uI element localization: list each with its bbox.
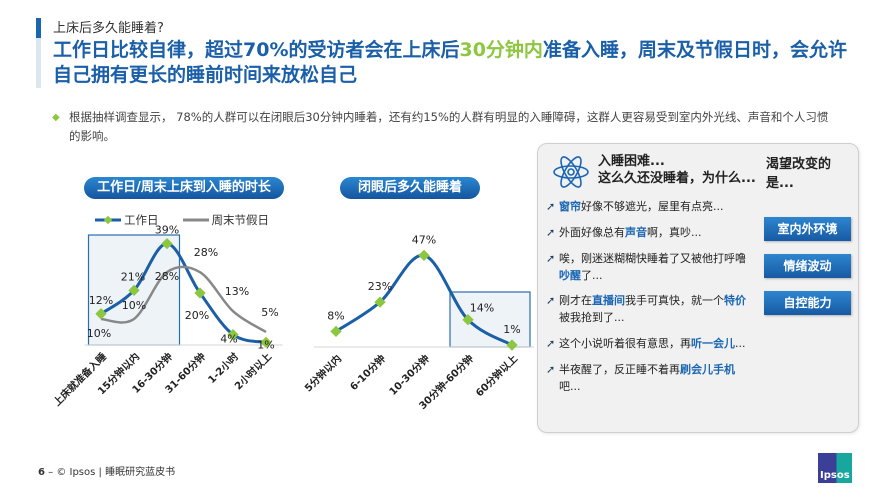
legend-item-workday: 工作日 (95, 212, 159, 228)
reason-item: ➚ 窗帘好像不够遮光，屋里有点亮... (546, 200, 724, 213)
svg-text:28%: 28% (155, 270, 179, 283)
tag-environment: 室内外环境 (764, 217, 851, 241)
svg-text:10%: 10% (122, 299, 146, 312)
desire-question: 渴望改变的是... (766, 157, 832, 191)
svg-text:20%: 20% (185, 309, 209, 322)
svg-text:上床就准备入睡: 上床就准备入睡 (50, 350, 109, 409)
arrow-icon: ➚ (546, 337, 556, 350)
difficulty-question: 入睡困难... 这么久还没睡着，为什么... (598, 154, 756, 186)
svg-text:10-30分钟: 10-30分钟 (386, 352, 432, 398)
atom-icon (553, 156, 589, 188)
svg-text:6-10分钟: 6-10分钟 (347, 352, 388, 393)
page-footer: 6 – © Ipsos | 睡眠研究蓝皮书 (38, 467, 176, 478)
reason-item: ➚ 外面好像总有声音啊，真吵... (546, 226, 702, 239)
bullet-icon: ◆ (52, 112, 60, 123)
svg-text:14%: 14% (470, 302, 494, 315)
tag-emotion: 情绪波动 (764, 254, 851, 278)
svg-text:5%: 5% (261, 306, 278, 319)
legend-line-grey-icon (182, 218, 209, 222)
title-accent-bar (36, 18, 41, 88)
legend-line-blue-icon (95, 216, 121, 224)
svg-text:1%: 1% (257, 338, 274, 351)
tag-self-control: 自控能力 (764, 291, 851, 315)
reason-item: ➚ 唉，刚迷迷糊糊快睡着了又被他打呼噜吵醒了... (546, 252, 746, 282)
left-line-chart: 12% 21% 39% 20% 4% 1% 10% 10% 28% 28% 13% 5% 上床就准备入睡… (50, 225, 283, 409)
svg-text:4%: 4% (220, 333, 237, 346)
arrow-icon: ➚ (546, 294, 556, 307)
left-chart-legend: 工作日 周末节假日 (95, 212, 269, 228)
svg-text:60分钟以上: 60分钟以上 (473, 352, 520, 399)
arrow-icon: ➚ (546, 252, 556, 265)
page-headline: 工作日比较自律，超过70%的受访者会在上床后30分钟内准备入睡，周末及节假日时，… (53, 39, 847, 86)
arrow-icon: ➚ (546, 363, 556, 376)
summary-bullet: ◆ 根据抽样调查显示， 78%的人群可以在闭眼后30分钟内睡着，还有约15%的人… (52, 110, 829, 143)
svg-text:28%: 28% (194, 246, 218, 259)
page-subtitle: 上床后多久能睡着? (53, 21, 164, 36)
insight-panel: 入睡困难... 这么久还没睡着，为什么... 渴望改变的是... ➚ 窗帘好像不够… (537, 143, 859, 433)
page-number: 6 (38, 467, 45, 478)
reason-item: ➚ 这个小说听着很有意思，再听一会儿... (546, 337, 746, 350)
ipsos-logo: Ipsos (818, 453, 852, 483)
svg-text:5分钟以内: 5分钟以内 (302, 352, 344, 394)
svg-text:1%: 1% (503, 323, 520, 336)
svg-text:47%: 47% (412, 233, 436, 246)
svg-text:23%: 23% (368, 280, 392, 293)
svg-text:39%: 39% (155, 225, 179, 237)
legend-item-weekend: 周末节假日 (182, 212, 269, 228)
svg-text:21%: 21% (121, 270, 145, 283)
svg-text:13%: 13% (225, 285, 249, 298)
reason-item: ➚ 刚才在直播间我手可真快，就一个特价被我抢到了... (546, 294, 746, 324)
highlight-box (449, 291, 531, 348)
right-chart-title: 闭眼后多久能睡着 (340, 177, 480, 199)
svg-text:8%: 8% (327, 309, 344, 322)
left-chart-title: 工作日/周末上床到入睡的时长 (84, 177, 284, 199)
right-line-chart: 8%23%47%14%1%5分钟以内 6-10分钟 10-30分钟30分钟-60分钟… (302, 233, 534, 412)
headline-highlight: 30分钟内 (459, 39, 543, 61)
arrow-icon: ➚ (546, 200, 556, 213)
svg-text:12%: 12% (89, 294, 113, 307)
reason-item: ➚ 半夜醒了，反正睡不着再刷会儿手机吧... (546, 363, 735, 393)
arrow-icon: ➚ (546, 226, 556, 239)
svg-text:10%: 10% (87, 327, 111, 340)
